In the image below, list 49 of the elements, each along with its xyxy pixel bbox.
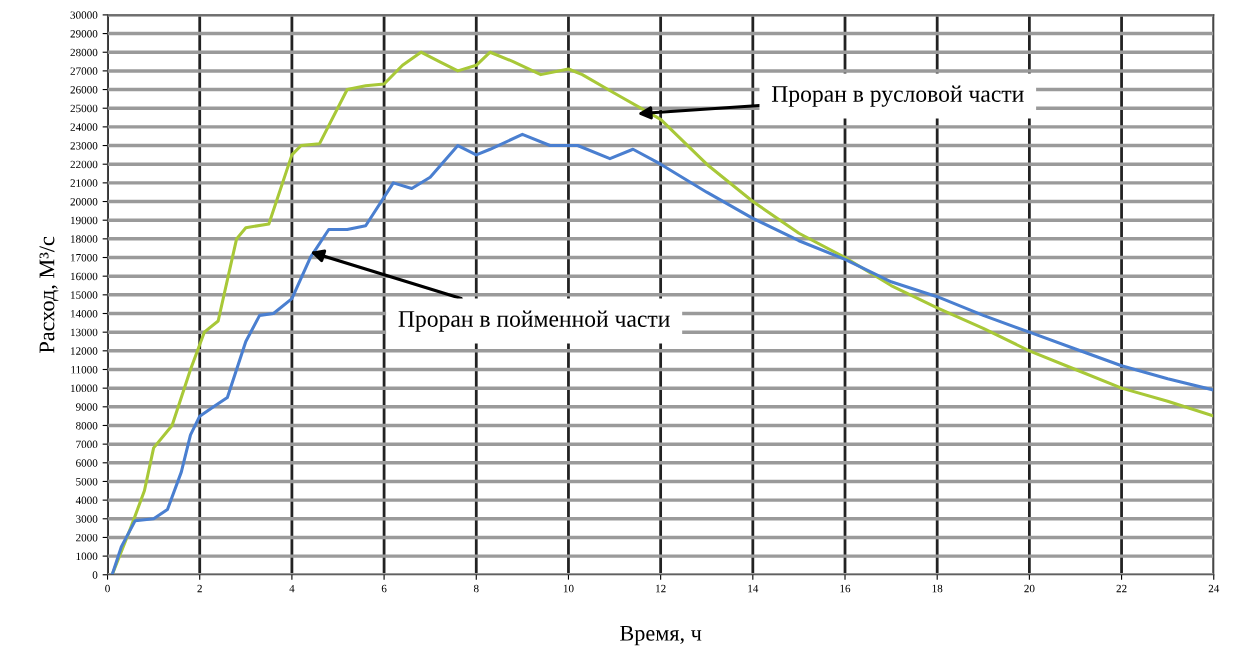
x-tick-label: 2 — [197, 584, 202, 593]
y-tick-label: 23000 — [70, 142, 98, 150]
y-tick-label: 12000 — [71, 347, 98, 355]
x-axis-title: Время, ч — [620, 626, 702, 646]
y-tick-label: 9000 — [75, 403, 98, 411]
y-tick-label: 20000 — [70, 197, 98, 206]
y-tick-label: 21000 — [70, 179, 98, 187]
x-tick-label: 8 — [473, 584, 479, 593]
x-tick-label: 0 — [105, 584, 110, 593]
y-tick-label: 18000 — [71, 235, 98, 243]
y-tick-label: 0 — [92, 571, 98, 579]
x-tick-label: 20 — [1024, 584, 1035, 593]
x-tick-label: 22 — [1116, 584, 1127, 593]
annotation: Проран в русловой части — [771, 85, 1024, 107]
x-tick-label: 16 — [840, 584, 851, 593]
annotation: Проран в пойменной части — [398, 310, 670, 332]
y-tick-label: 30000 — [70, 11, 98, 19]
y-tick-label: 14000 — [71, 309, 98, 318]
y-tick-label: 6000 — [76, 459, 98, 467]
y-tick-label: 17000 — [71, 253, 98, 262]
y-tick-label: 7000 — [76, 440, 98, 449]
x-tick-label: 24 — [1208, 584, 1220, 593]
y-tick-label: 15000 — [71, 291, 98, 299]
y-tick-label: 24000 — [70, 123, 98, 131]
line-series — [110, 132, 1214, 575]
y-axis-title: Расход, М³/с — [39, 236, 59, 353]
y-tick-label: 25000 — [70, 104, 98, 113]
x-tick-label: 6 — [381, 584, 387, 593]
y-tick-label: 29000 — [70, 30, 98, 38]
y-tick-label: 2000 — [76, 533, 98, 542]
y-tick-label: 28000 — [70, 48, 98, 57]
x-tick-label: 12 — [656, 584, 666, 593]
y-tick-label: 8000 — [76, 421, 98, 430]
y-tick-label: 16000 — [71, 272, 98, 281]
y-tick-label: 19000 — [71, 216, 98, 225]
y-tick-label: 10000 — [71, 384, 98, 393]
y-tick-label: 26000 — [70, 86, 98, 94]
y-tick-label: 1000 — [76, 552, 98, 561]
x-tick-label: 18 — [932, 584, 943, 593]
y-tick-label: 11000 — [71, 365, 98, 374]
y-tick-label: 5000 — [76, 477, 98, 486]
y-tick-label: 4000 — [75, 496, 98, 505]
x-tick-label: 10 — [563, 584, 574, 593]
y-tick-label: 13000 — [71, 328, 98, 337]
x-tick-label: 4 — [289, 584, 295, 593]
x-tick-label: 14 — [748, 584, 759, 593]
y-tick-label: 3000 — [76, 515, 98, 523]
y-tick-label: 27000 — [70, 67, 98, 75]
y-tick-label: 22000 — [70, 160, 98, 169]
